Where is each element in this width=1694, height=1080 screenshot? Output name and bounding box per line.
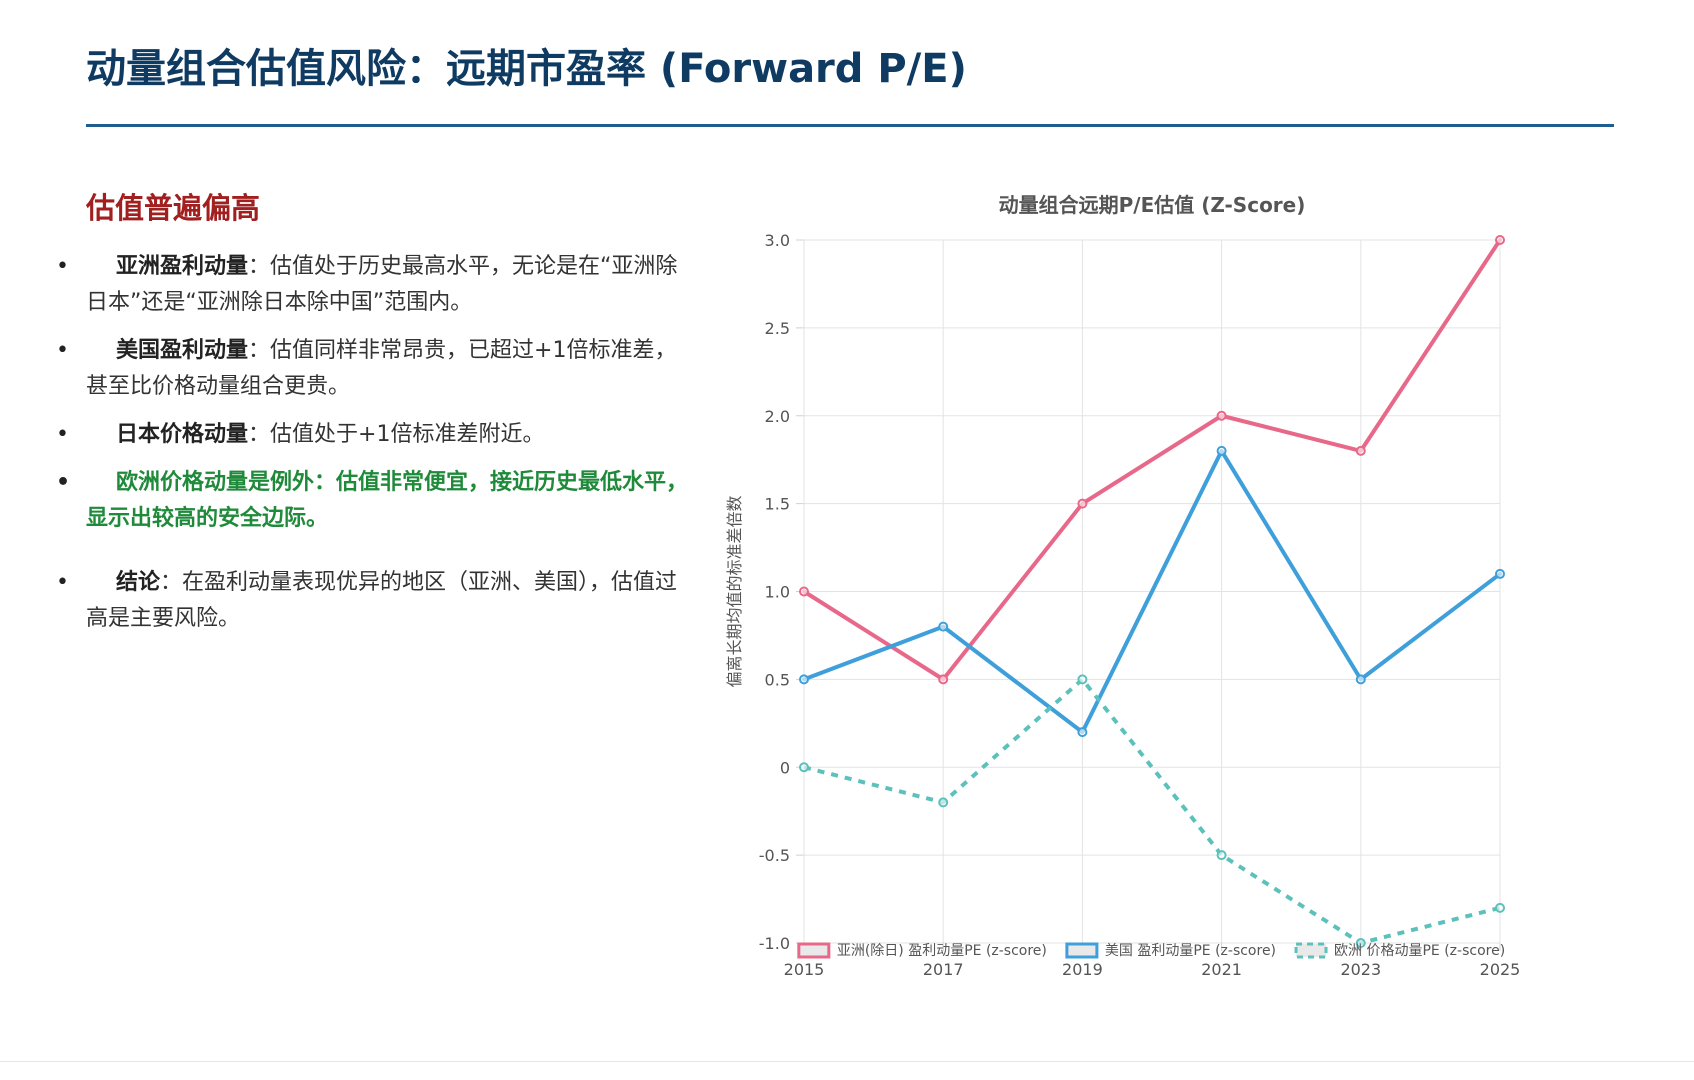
bullet-us: 美国盈利动量：估值同样非常昂贵，已超过+1倍标准差，甚至比价格动量组合更贵。 xyxy=(56,333,696,405)
y-tick-label: 2.0 xyxy=(765,407,790,426)
series-layer xyxy=(799,235,1505,948)
bullet-europe: 欧洲价格动量是例外：估值非常便宜，接近历史最低水平，显示出较高的安全边际。 xyxy=(56,465,696,537)
x-tick-label: 2023 xyxy=(1340,960,1381,979)
chart-title: 动量组合远期P/E估值 (Z-Score) xyxy=(999,193,1306,217)
grid-layer xyxy=(796,239,1501,951)
data-point xyxy=(1495,568,1505,579)
bullet-asia: 亚洲盈利动量：估值处于历史最高水平，无论是在“亚洲除日本”还是“亚洲除日本除中国… xyxy=(56,249,696,321)
data-point xyxy=(938,674,949,685)
axis-layer: 动量组合远期P/E估值 (Z-Score) -1.0 -0.5 0 0.5 1.0 1.5 2… xyxy=(725,193,1520,979)
bullet-text: ：估值处于+1倍标准差附近。 xyxy=(248,422,545,447)
bullet-japan: 日本价格动量：估值处于+1倍标准差附近。 xyxy=(56,417,696,453)
x-tick-label: 2025 xyxy=(1480,960,1521,979)
series-line-0 xyxy=(802,238,1502,682)
bullet-label: 日本价格动量 xyxy=(116,422,249,447)
page-title: 动量组合估值风险：远期市盈率 (Forward P/E) xyxy=(86,46,967,92)
bullet-label: 亚洲盈利动量 xyxy=(116,254,249,279)
y-tick-label: 2.5 xyxy=(765,319,790,338)
y-tick-label: 0.5 xyxy=(765,670,790,689)
y-tick-label: -0.5 xyxy=(759,846,790,865)
pe-zscore-line-chart: 动量组合远期P/E估值 (Z-Score) -1.0 -0.5 0 0.5 1.0 1.5 2… xyxy=(725,193,1520,979)
bullet-text: ：估值非常便宜，接近历史最低水平，显示出较高的安全边际。 xyxy=(86,470,689,531)
series-line-1 xyxy=(802,448,1502,735)
chart-container: 动量组合远期P/E估值 (Z-Score) -1.0 -0.5 0 0.5 1.0 1.5 2… xyxy=(700,190,1660,1060)
title-divider xyxy=(86,124,1614,127)
data-point xyxy=(1077,674,1088,685)
x-tick-label: 2015 xyxy=(784,960,825,979)
bullet-text: ：估值处于历史最高水平，无论是在“亚洲除日本”还是“亚洲除日本除中国”范围内。 xyxy=(86,254,678,315)
x-tick-label: 2021 xyxy=(1201,960,1242,979)
data-point xyxy=(938,797,949,808)
y-axis-label: 偏离长期均值的标准差倍数 xyxy=(725,495,744,687)
y-tick-label: 1.0 xyxy=(765,583,790,602)
data-point xyxy=(799,674,809,685)
footer-divider xyxy=(0,1061,1694,1062)
legend-label-2: 欧洲 价格动量PE (z-score) xyxy=(1334,943,1505,959)
bullet-label: 结论 xyxy=(116,570,161,595)
y-tick-label: 3.0 xyxy=(765,231,790,250)
bullet-conclusion: 结论：在盈利动量表现优异的地区（亚洲、美国），估值过高是主要风险。 xyxy=(56,565,696,637)
data-point xyxy=(1355,938,1366,948)
legend-layer: 亚洲(除日) 盈利动量PE (z-score) 美国 盈利动量PE (z-scor… xyxy=(797,942,1505,959)
legend-swatch-0 xyxy=(797,942,831,959)
legend-swatch-1 xyxy=(1065,942,1099,959)
bullet-text: ：在盈利动量表现优异的地区（亚洲、美国），估值过高是主要风险。 xyxy=(86,570,678,631)
commentary-panel: 估值普遍偏高 亚洲盈利动量：估值处于历史最高水平，无论是在“亚洲除日本”还是“亚… xyxy=(56,185,696,649)
data-point xyxy=(1077,727,1088,738)
data-point xyxy=(1216,850,1227,861)
commentary-list: 亚洲盈利动量：估值处于历史最高水平，无论是在“亚洲除日本”还是“亚洲除日本除中国… xyxy=(56,249,696,637)
legend-label-1: 美国 盈利动量PE (z-score) xyxy=(1105,943,1276,959)
data-point xyxy=(1495,902,1505,913)
data-point xyxy=(1495,235,1505,245)
legend-swatch-2 xyxy=(1294,942,1328,959)
data-point xyxy=(799,762,809,773)
data-point xyxy=(1216,445,1227,456)
x-tick-label: 2017 xyxy=(923,960,964,979)
data-point xyxy=(1355,674,1366,685)
series-line-2 xyxy=(803,677,1501,945)
data-point xyxy=(799,586,809,597)
y-tick-label: 0 xyxy=(780,758,790,777)
bullet-label: 美国盈利动量 xyxy=(116,338,249,363)
y-tick-label: 1.5 xyxy=(765,495,790,514)
bullet-label: 欧洲价格动量是例外 xyxy=(116,470,315,495)
data-point xyxy=(1355,445,1366,456)
data-point xyxy=(1216,410,1227,421)
legend-label-0: 亚洲(除日) 盈利动量PE (z-score) xyxy=(837,943,1047,959)
y-tick-label: -1.0 xyxy=(759,934,790,953)
data-point xyxy=(938,621,949,632)
section-heading: 估值普遍偏高 xyxy=(86,191,261,225)
bullet-text: ：估值同样非常昂贵，已超过+1倍标准差，甚至比价格动量组合更贵。 xyxy=(86,338,677,399)
data-point xyxy=(1077,498,1088,509)
x-tick-label: 2019 xyxy=(1062,960,1103,979)
